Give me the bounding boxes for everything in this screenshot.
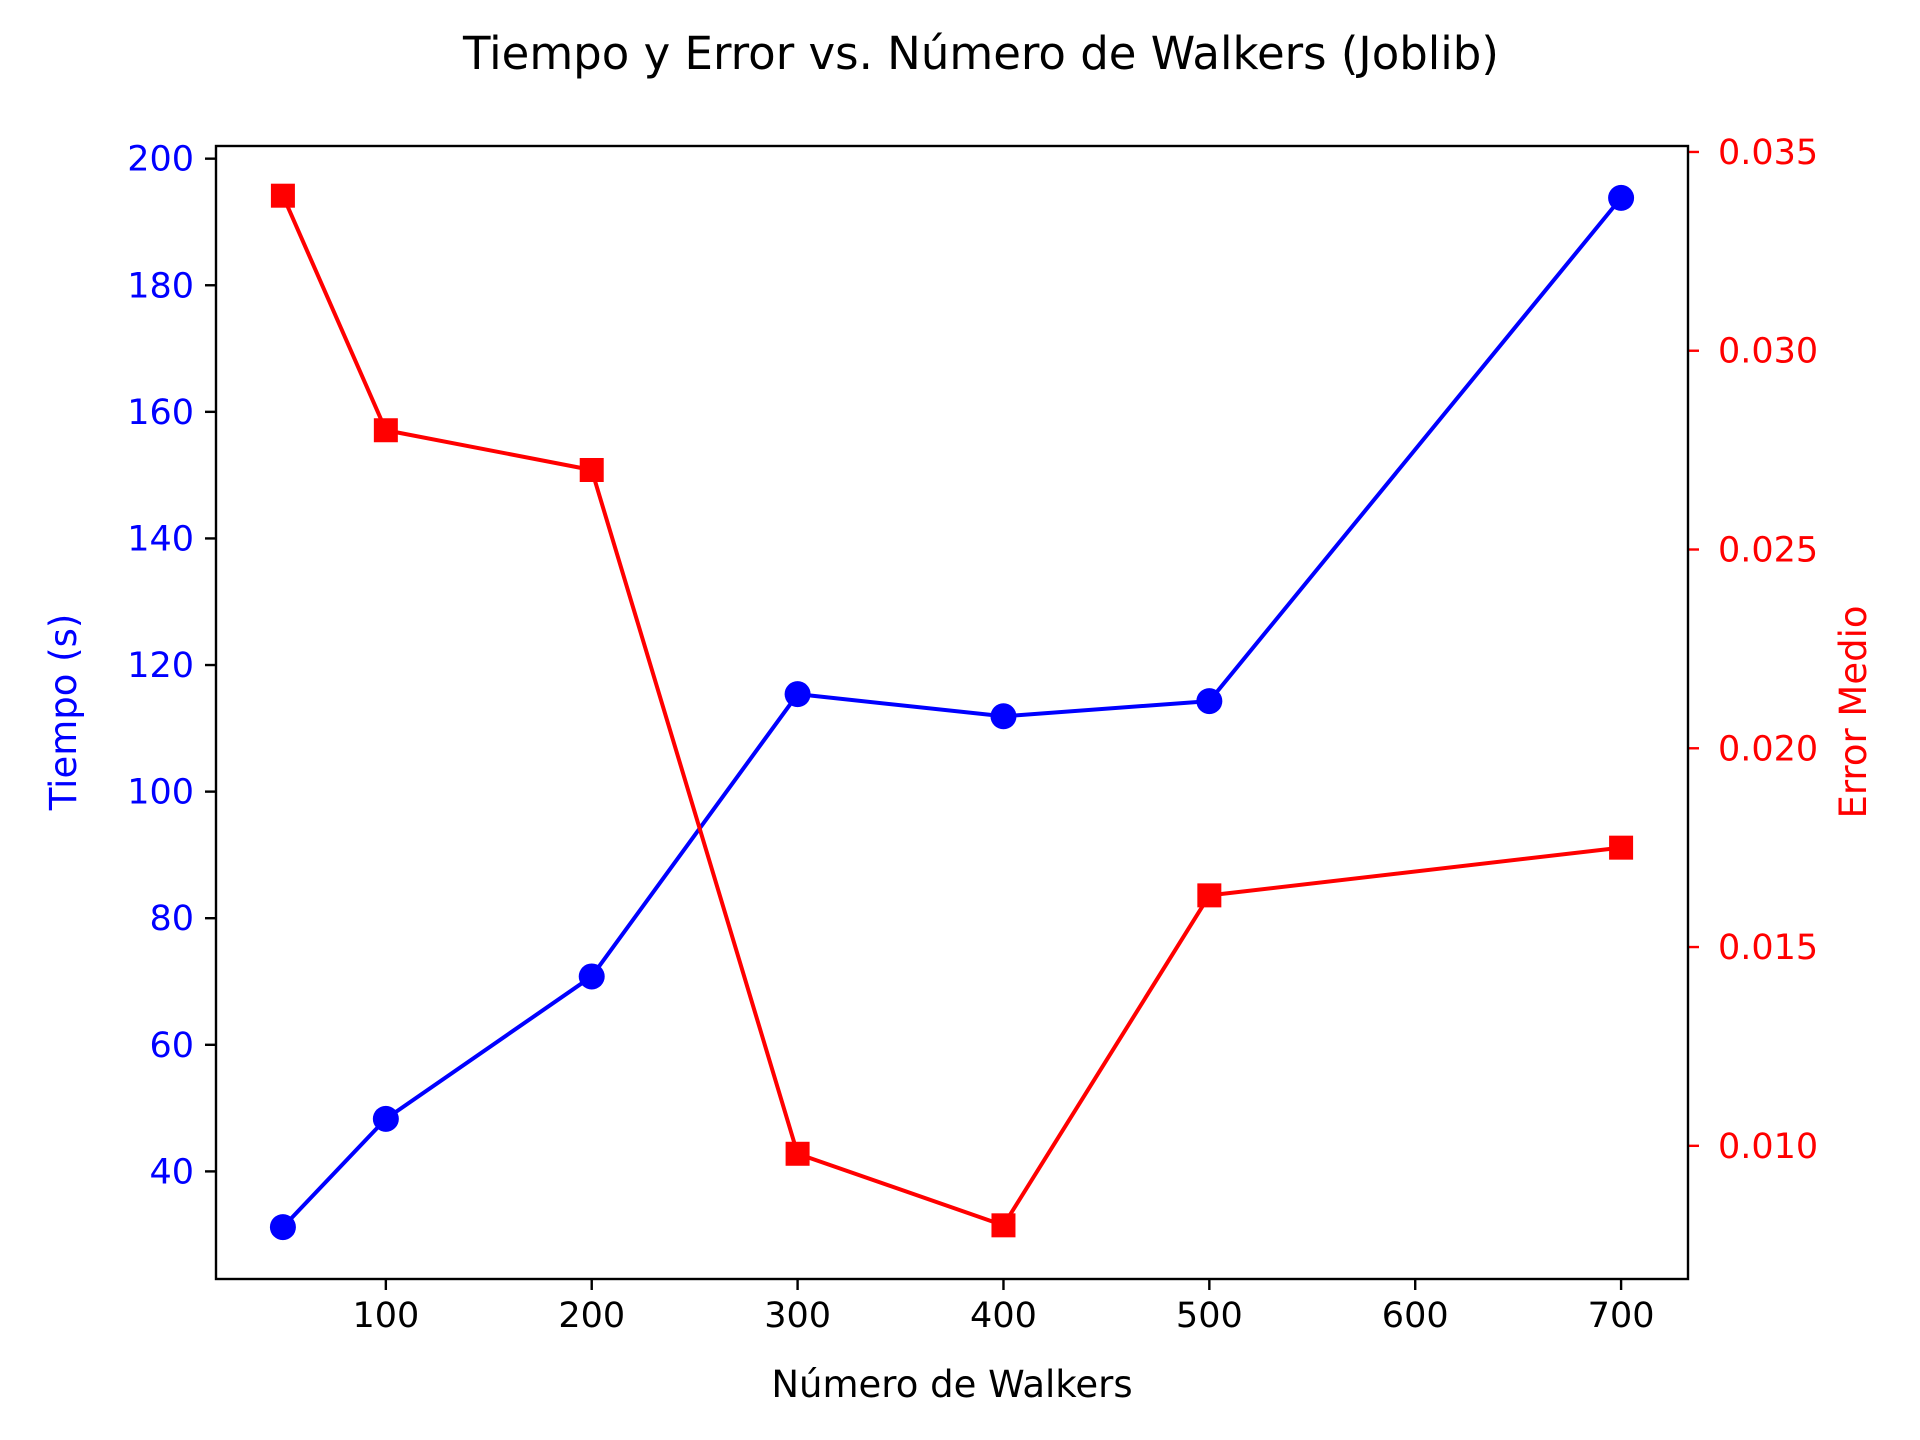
y-right-tick-label: 0.025: [1718, 531, 1818, 571]
x-tick-label: 400: [970, 1296, 1037, 1336]
y-right-tick-label: 0.010: [1718, 1127, 1818, 1167]
error-data-point: [270, 183, 295, 208]
x-tick-label: 300: [764, 1296, 831, 1336]
time-data-point: [990, 703, 1017, 730]
error-data-point: [991, 1213, 1016, 1238]
error-data-point: [785, 1141, 810, 1166]
plot-frame: [214, 144, 1690, 1281]
y-right-tick-label: 0.035: [1718, 133, 1818, 173]
y-left-axis-ticks: 40 60 80 100 120 140 160 180 200: [127, 140, 216, 1192]
y-left-tick-label: 40: [149, 1152, 194, 1192]
y-right-axis-label: Error Medio: [1832, 605, 1875, 818]
time-series-line: [281, 196, 1623, 1229]
y-right-tick-label: 0.015: [1718, 928, 1818, 968]
x-axis-label: Número de Walkers: [771, 1363, 1132, 1406]
y-left-tick-label: 180: [127, 266, 194, 306]
y-left-tick-label: 60: [149, 1026, 194, 1066]
time-data-point: [578, 963, 605, 990]
x-tick-label: 200: [558, 1296, 625, 1336]
error-data-point: [373, 418, 398, 443]
time-data-point: [372, 1105, 399, 1132]
y-left-tick-label: 100: [127, 773, 194, 813]
y-left-tick-label: 120: [127, 646, 194, 686]
y-left-axis-label: Tiempo (s): [42, 614, 85, 812]
x-tick-label: 700: [1588, 1296, 1655, 1336]
chart-title: Tiempo y Error vs. Número de Walkers (Jo…: [462, 27, 1499, 80]
time-data-point: [784, 681, 811, 708]
error-data-point: [1609, 835, 1634, 860]
x-tick-label: 600: [1382, 1296, 1449, 1336]
y-right-tick-label: 0.030: [1718, 332, 1818, 372]
x-axis-ticks: 100 200 300 400 500 600 700: [352, 1279, 1654, 1336]
y-left-tick-label: 160: [127, 393, 194, 433]
time-data-point: [1196, 688, 1223, 715]
y-right-tick-label: 0.020: [1718, 729, 1818, 769]
y-left-tick-label: 140: [127, 519, 194, 559]
x-tick-label: 100: [352, 1296, 419, 1336]
error-data-point: [1197, 883, 1222, 908]
y-left-tick-label: 200: [127, 140, 194, 180]
series-layer: [269, 183, 1635, 1241]
y-right-axis-ticks: 0.010 0.015 0.020 0.025 0.030 0.035: [1688, 133, 1818, 1167]
x-tick-label: 500: [1176, 1296, 1243, 1336]
time-data-point: [269, 1214, 296, 1241]
error-data-point: [579, 457, 604, 482]
y-left-tick-label: 80: [149, 899, 194, 939]
time-data-point: [1608, 184, 1635, 211]
